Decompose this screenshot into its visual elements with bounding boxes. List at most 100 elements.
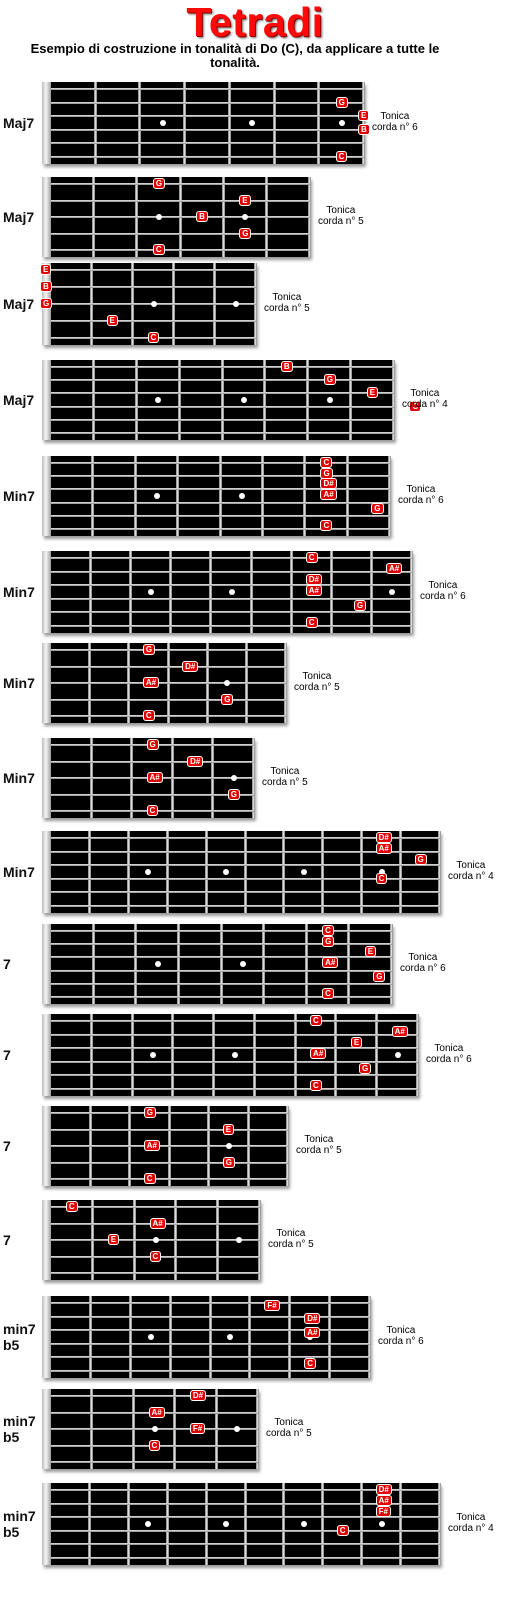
guitar-string [51, 1461, 258, 1463]
fret-wire [399, 1483, 403, 1565]
note-marker: B [280, 361, 293, 372]
chord-diagram: min7 b5 D# A# F# C Tonica corda n° 5 [0, 1389, 510, 1469]
guitar-string [51, 249, 310, 251]
fret-wire [93, 82, 97, 164]
fret-wire [176, 924, 180, 1004]
guitar-string [51, 1128, 288, 1131]
fret-wire [328, 1296, 332, 1378]
fret-wire [183, 82, 187, 164]
fret-wire [260, 456, 264, 536]
guitar-string [51, 488, 390, 491]
fret-wire [126, 831, 130, 913]
chord-diagram: Maj7 G E B G C Tonica corda n° 5 [0, 177, 510, 257]
nut [42, 82, 51, 164]
fret-wire [171, 1014, 175, 1096]
guitar-string [51, 1342, 370, 1345]
root-string-info: Tonica corda n° 5 [262, 766, 308, 788]
fret-wire [218, 456, 222, 536]
guitar-string [51, 1395, 258, 1397]
fret-inlay-dot [227, 1334, 234, 1340]
root-info-line: corda n° 5 [268, 1239, 314, 1250]
guitar-string [51, 1329, 370, 1332]
root-info-line: Tonica [304, 1134, 334, 1145]
fret-wire [369, 551, 373, 633]
guitar-string [51, 1502, 440, 1505]
chord-label: min7 b5 [3, 1413, 36, 1445]
note-marker: A# [385, 562, 403, 574]
fret-wire [399, 831, 403, 913]
chord-label: Min7 [3, 770, 35, 786]
note-marker: A# [375, 1494, 392, 1506]
fret-wire [126, 1483, 130, 1565]
nut [42, 738, 51, 818]
guitar-string [51, 286, 256, 288]
note-marker: B [40, 281, 52, 292]
guitar-string [51, 432, 394, 434]
root-info-line: corda n° 5 [264, 303, 310, 314]
chord-diagram: Maj7 E B G E C Tonica corda n° 5 [0, 263, 510, 345]
root-string-info: Tonica corda n° 6 [398, 484, 444, 506]
fret-wire [388, 456, 391, 536]
fretboard: G E A# G C [42, 1106, 289, 1186]
fretboard: C A# E A# G C [42, 1014, 419, 1096]
fret-inlay-dot [228, 589, 235, 595]
note-marker: G [221, 693, 234, 705]
chord-diagram: Min7 C G D# A# G C Tonica corda n° 6 [0, 456, 510, 536]
guitar-string [51, 1516, 440, 1519]
note-marker: G [371, 503, 384, 515]
fret-inlay-dot [388, 589, 395, 595]
chord-diagram: Min7 G D# A# G C Tonica corda n° 5 [0, 738, 510, 818]
fret-inlay-dot [249, 120, 256, 126]
guitar-string [51, 969, 392, 972]
fret-inlay-dot [300, 1521, 307, 1527]
root-string-info: Tonica corda n° 6 [420, 580, 466, 602]
fret-wire [219, 924, 223, 1004]
fret-wire [212, 1014, 216, 1096]
note-marker: G [373, 971, 386, 983]
fret-inlay-dot [378, 869, 385, 875]
fret-inlay-dot [231, 1052, 238, 1058]
fret-wire [176, 456, 180, 536]
root-info-line: corda n° 4 [448, 871, 494, 882]
fret-wire [169, 551, 173, 633]
fret-wire [317, 82, 321, 164]
root-info-line: corda n° 6 [400, 963, 446, 974]
note-marker: D# [187, 755, 204, 767]
fret-inlay-dot [234, 1426, 241, 1432]
note-marker: G [335, 96, 348, 108]
fret-wire [87, 1483, 91, 1565]
root-info-line: corda n° 6 [378, 1336, 424, 1347]
note-marker: C [320, 457, 333, 468]
guitar-string [51, 698, 286, 701]
fret-wire [345, 456, 349, 536]
fret-wire [306, 360, 310, 440]
fret-wire [438, 1483, 441, 1565]
chord-diagram: 7 C A# E A# G C Tonica corda n° 6 [0, 1014, 510, 1096]
guitar-string [51, 1178, 288, 1180]
root-info-line: corda n° 4 [448, 1523, 494, 1534]
nut [42, 924, 51, 1004]
fret-wire [282, 1483, 286, 1565]
guitar-string [51, 418, 394, 421]
guitar-string [51, 1206, 260, 1208]
fret-wire [252, 1014, 256, 1096]
fretboard: G D# A# G C [42, 738, 255, 818]
note-marker: C [336, 1524, 349, 1536]
note-marker: C [143, 1173, 156, 1184]
guitar-string [51, 891, 440, 894]
nut [42, 831, 51, 913]
root-string-info: Tonica corda n° 6 [378, 1325, 424, 1347]
note-marker: A# [146, 772, 163, 783]
guitar-string [51, 232, 310, 235]
note-marker: D# [320, 478, 337, 490]
fret-inlay-dot [153, 493, 160, 499]
guitar-string [51, 1529, 440, 1532]
fret-inlay-dot [223, 869, 230, 875]
note-marker: C [147, 332, 160, 343]
guitar-string [51, 1060, 418, 1063]
chord-label: Min7 [3, 864, 35, 880]
chord-label: 7 [3, 956, 11, 972]
fret-inlay-dot [225, 1143, 232, 1149]
fret-wire [375, 1014, 379, 1096]
nut [42, 456, 51, 536]
